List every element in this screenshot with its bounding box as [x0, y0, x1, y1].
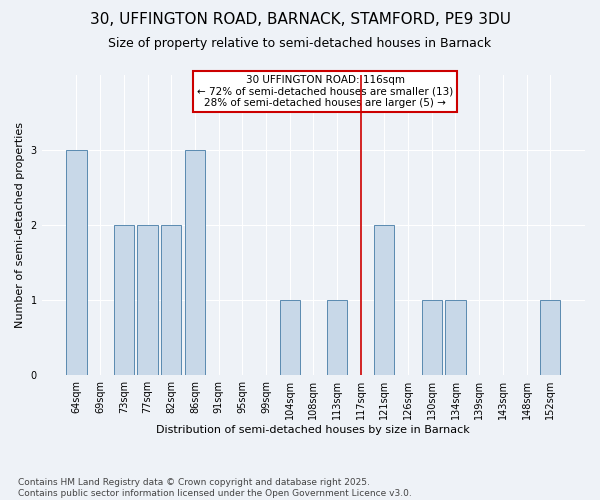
Bar [540, 300, 560, 375]
Bar [374, 225, 394, 375]
Bar [67, 150, 86, 375]
Bar [280, 300, 300, 375]
X-axis label: Distribution of semi-detached houses by size in Barnack: Distribution of semi-detached houses by … [157, 425, 470, 435]
Bar [445, 300, 466, 375]
Bar [185, 150, 205, 375]
Text: 30, UFFINGTON ROAD, BARNACK, STAMFORD, PE9 3DU: 30, UFFINGTON ROAD, BARNACK, STAMFORD, P… [89, 12, 511, 28]
Text: Contains HM Land Registry data © Crown copyright and database right 2025.
Contai: Contains HM Land Registry data © Crown c… [18, 478, 412, 498]
Text: 30 UFFINGTON ROAD: 116sqm
← 72% of semi-detached houses are smaller (13)
28% of : 30 UFFINGTON ROAD: 116sqm ← 72% of semi-… [197, 75, 454, 108]
Bar [114, 225, 134, 375]
Text: Size of property relative to semi-detached houses in Barnack: Size of property relative to semi-detach… [109, 38, 491, 51]
Bar [422, 300, 442, 375]
Y-axis label: Number of semi-detached properties: Number of semi-detached properties [15, 122, 25, 328]
Bar [137, 225, 158, 375]
Bar [327, 300, 347, 375]
Bar [161, 225, 181, 375]
